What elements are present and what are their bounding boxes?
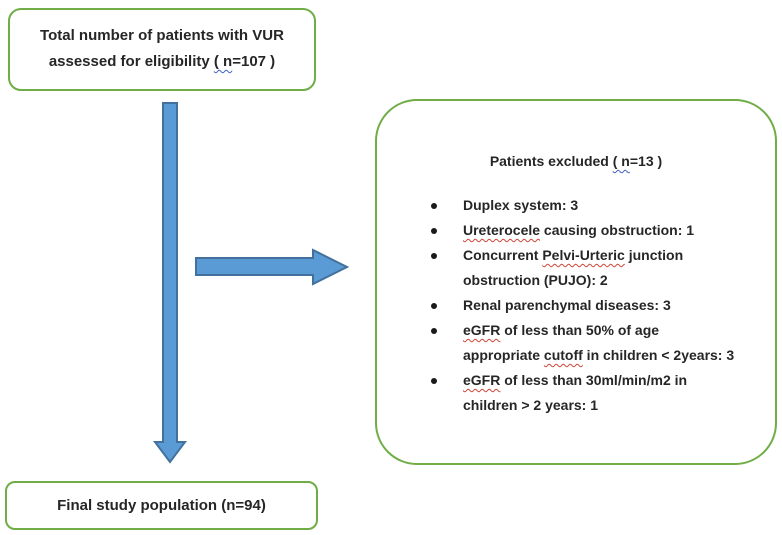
text-segment: Renal parenchymal diseases: 3 [463, 297, 671, 313]
misspelling-squiggle-segment: eGFR [463, 372, 501, 388]
text-segment: of less than 50% of age [500, 322, 660, 338]
down-arrow [153, 102, 187, 464]
excluded-item-egfr-over2: eGFR of less than 30ml/min/m2 in childre… [377, 368, 775, 418]
bullet-icon [431, 228, 437, 234]
misspelling-squiggle-segment: cutoff [543, 347, 583, 363]
bullet-line: children > 2 years: 1 [463, 393, 775, 418]
final-label: Final study population (n=94) [57, 497, 266, 514]
text-segment: children > 2 years: 1 [463, 397, 599, 413]
bullet-line: Renal parenchymal diseases: 3 [463, 293, 775, 318]
eligibility-line2: assessed for eligibility ( n=107 ) [10, 49, 314, 75]
text-segment: Duplex system: 3 [463, 197, 579, 213]
text-segment: =107 ) [232, 53, 276, 70]
bullet-line: eGFR of less than 30ml/min/m2 in [463, 368, 775, 393]
bullet-icon [431, 303, 437, 309]
bullet-line: Concurrent Pelvi-Urteric junction [463, 243, 775, 268]
bullet-icon [431, 378, 437, 384]
excluded-item-ureterocele: Ureterocele causing obstruction: 1 [377, 218, 775, 243]
excluded-box: Patients excluded ( n=13 ) Duplex system… [375, 99, 777, 465]
text-segment: in children < 2years: 3 [582, 347, 735, 363]
excluded-list: Duplex system: 3 Ureterocele causing obs… [377, 193, 775, 418]
text-segment: causing obstruction: 1 [540, 222, 695, 238]
text-segment: Concurrent [463, 247, 543, 263]
text-segment: =13 ) [629, 153, 663, 169]
bullet-icon [431, 203, 437, 209]
bullet-icon [431, 328, 437, 334]
final-box: Final study population (n=94) [5, 481, 318, 530]
excluded-item-renal: Renal parenchymal diseases: 3 [377, 293, 775, 318]
right-arrow [195, 248, 350, 286]
eligibility-box: Total number of patients with VUR assess… [8, 8, 316, 91]
text-segment: junction [624, 247, 684, 263]
misspelling-squiggle-segment: eGFR [463, 322, 501, 338]
text-segment: of less than 30ml/min/m2 in [500, 372, 688, 388]
excluded-item-duplex: Duplex system: 3 [377, 193, 775, 218]
excluded-item-egfr-under2: eGFR of less than 50% of age appropriate… [377, 318, 775, 368]
misspelling-squiggle-segment: Pelvi-Urteric [542, 247, 625, 263]
excluded-title: Patients excluded ( n=13 ) [377, 151, 775, 171]
bullet-line: Ureterocele causing obstruction: 1 [463, 218, 775, 243]
excluded-item-pujo: Concurrent Pelvi-Urteric junction obstru… [377, 243, 775, 293]
bullet-line: appropriate cutoff in children < 2years:… [463, 343, 775, 368]
grammar-squiggle-segment: ( n [612, 153, 630, 169]
eligibility-line1: Total number of patients with VUR [40, 27, 284, 44]
text-segment: Patients excluded [489, 153, 613, 169]
grammar-squiggle-segment: ( n [213, 53, 233, 70]
text-segment: obstruction (PUJO): 2 [463, 272, 608, 288]
bullet-line: obstruction (PUJO): 2 [463, 268, 775, 293]
text-segment: appropriate [463, 347, 544, 363]
bullet-line: Duplex system: 3 [463, 193, 775, 218]
bullet-icon [431, 253, 437, 259]
misspelling-squiggle-segment: Ureterocele [463, 222, 541, 238]
bullet-line: eGFR of less than 50% of age [463, 318, 775, 343]
text-segment: assessed for eligibility [48, 53, 214, 70]
